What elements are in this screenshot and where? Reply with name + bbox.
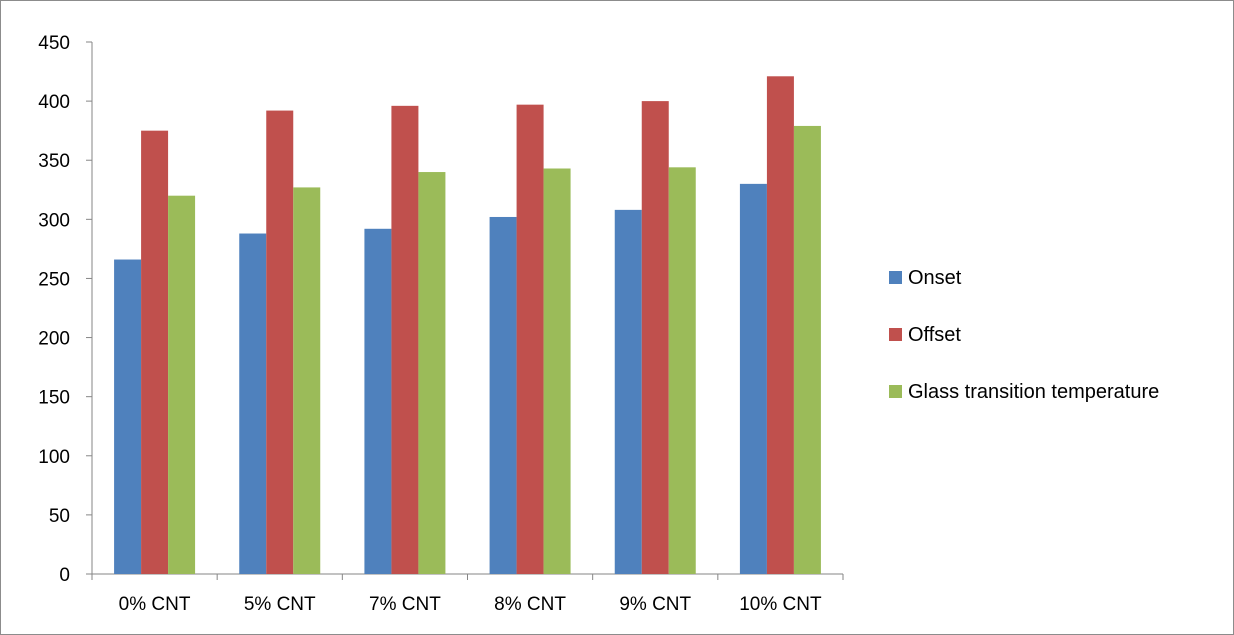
x-axis-ticks: 0% CNT 5% CNT 7% CNT 8% CNT 9% CNT 10% CNT [91, 574, 844, 615]
bar-glass-transition-temperature [418, 172, 446, 575]
bar-glass-transition-temperature [543, 168, 571, 574]
bar-offset [141, 130, 169, 574]
y-tick-label: 400 [38, 92, 70, 113]
bar-glass-transition-temperature [793, 125, 821, 574]
legend-swatch [889, 385, 902, 398]
bars [114, 76, 821, 575]
x-tick-label: 0% CNT [119, 594, 191, 615]
bar-onset [364, 228, 392, 574]
y-tick-label: 100 [38, 447, 70, 468]
x-tick-label: 7% CNT [369, 594, 441, 615]
bar-glass-transition-temperature [668, 167, 696, 574]
bar-offset [641, 101, 669, 574]
legend-swatch [889, 328, 902, 341]
bar-onset [239, 233, 267, 574]
bar-onset [614, 209, 642, 574]
x-tick-label: 10% CNT [739, 594, 822, 615]
y-tick-label: 0 [59, 565, 70, 586]
bar-onset [739, 183, 767, 574]
legend-label: Offset [908, 324, 961, 346]
bar-offset [266, 110, 294, 575]
bar-offset [766, 76, 794, 574]
y-tick-label: 150 [38, 388, 70, 409]
legend-label: Glass transition temperature [908, 381, 1159, 403]
legend-swatch [889, 271, 902, 284]
legend-label: Onset [908, 267, 962, 289]
legend: Onset Offset Glass transition temperature [889, 267, 1159, 403]
y-tick-label: 300 [38, 210, 70, 231]
y-axis-ticks: 0 50 100 150 200 250 300 350 400 450 [38, 33, 92, 586]
bar-glass-transition-temperature [293, 187, 321, 574]
bar-onset [489, 216, 517, 575]
plot-area: 0 50 100 150 200 250 300 350 400 450 0% CNT 5% CNT… [38, 33, 844, 615]
bar-offset [391, 105, 419, 574]
y-tick-label: 450 [38, 33, 70, 54]
y-tick-label: 250 [38, 269, 70, 290]
bar-glass-transition-temperature [168, 195, 196, 574]
x-tick-label: 8% CNT [494, 594, 566, 615]
y-tick-label: 50 [49, 506, 70, 527]
y-tick-label: 350 [38, 151, 70, 172]
bar-offset [516, 104, 544, 574]
x-tick-label: 5% CNT [244, 594, 316, 615]
y-tick-label: 200 [38, 329, 70, 350]
bar-onset [114, 259, 142, 574]
x-tick-label: 9% CNT [619, 594, 691, 615]
